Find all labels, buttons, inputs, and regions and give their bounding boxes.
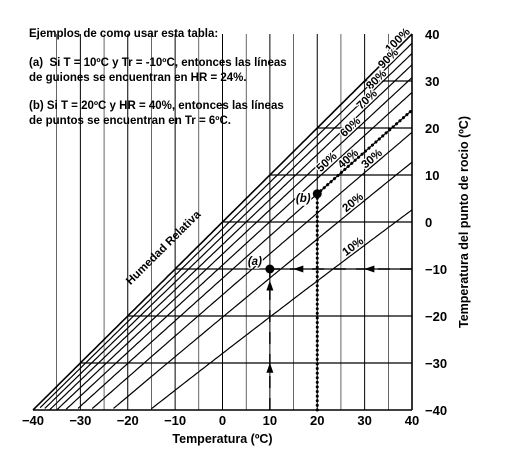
rh-curve-10 [151, 209, 413, 410]
x-tick-label: 30 [357, 413, 371, 428]
rh-label-20: 20% [340, 191, 365, 215]
x-axis-label: Temperatura (ºC) [172, 432, 272, 446]
x-tick-label: −30 [69, 413, 91, 428]
x-tick-label: 0 [219, 413, 226, 428]
y-tick-label: −10 [425, 262, 447, 277]
x-tick-label: 10 [263, 413, 277, 428]
y-tick-label: 10 [425, 168, 439, 183]
x-tick-label: −10 [164, 413, 186, 428]
rh-curve-50 [65, 92, 413, 410]
example-b-dotted-curve [315, 108, 414, 196]
example-a-label: (a) [248, 256, 262, 268]
example-a-arrow-up-1 [266, 362, 274, 373]
rh-label-80: 80% [364, 68, 389, 93]
x-tick-label: 20 [310, 413, 324, 428]
rh-curve-30 [91, 131, 413, 410]
example-a-arrow-left-2 [293, 265, 304, 273]
y-tick-label: −40 [425, 403, 447, 418]
y-tick-label: 20 [425, 121, 439, 136]
example-a-point [265, 264, 275, 274]
rh-curve-80 [44, 52, 413, 409]
example-a-arrow-up-2 [266, 280, 274, 291]
y-tick-label: 0 [425, 215, 432, 230]
rh-label-30: 30% [359, 147, 384, 171]
example-b-label: (b) [296, 193, 311, 205]
y-tick-label: −30 [425, 356, 447, 371]
example-b-line2: de puntos se encuentran en Tr = 6ºC. [29, 115, 231, 127]
rh-label-10: 10% [340, 235, 366, 258]
rh-curve-90 [39, 42, 413, 409]
example-a-line1: (a) Si T = 10ºC y Tr = -10ºC, entonces l… [29, 57, 287, 69]
instructions-heading: Ejemplos de como usar esta tabla: [29, 28, 219, 40]
example-a-arrow-left-1 [364, 265, 375, 273]
x-tick-label: 40 [405, 413, 419, 428]
y-tick-label: 30 [425, 74, 439, 89]
rh-label-60: 60% [338, 115, 363, 139]
rh-curve-100 [32, 33, 413, 411]
rh-label-70: 70% [355, 88, 380, 113]
y-axis-label: Temperatura del punto de rocio (ºC) [457, 116, 471, 328]
x-tick-label: −40 [22, 413, 44, 428]
y-tick-label: −20 [425, 309, 447, 324]
rh-curve-60 [56, 77, 413, 411]
rh-curve-70 [49, 64, 413, 411]
rh-axis-label: Humedad Relativa [124, 208, 204, 287]
rh-curve-20 [113, 161, 413, 409]
y-tick-label: 40 [425, 27, 439, 42]
x-tick-label: −20 [117, 413, 139, 428]
example-b-point [312, 189, 322, 199]
